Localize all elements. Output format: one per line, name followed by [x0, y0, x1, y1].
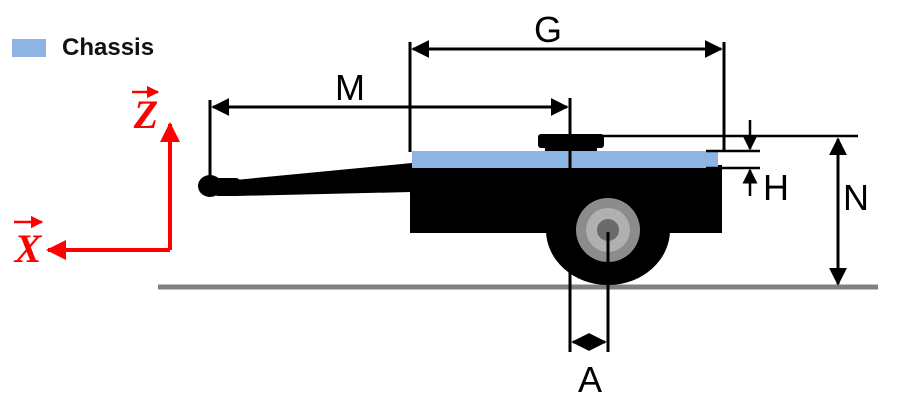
x-axis-label: X	[13, 226, 43, 271]
g-label: G	[534, 9, 562, 50]
hitch-neck	[214, 178, 240, 196]
drawbar	[235, 163, 412, 196]
z-axis-label: Z	[133, 92, 158, 137]
n-label: N	[843, 177, 869, 218]
h-label: H	[763, 167, 789, 208]
chassis-legend-label: Chassis	[62, 34, 155, 61]
chassis-highlight	[412, 151, 718, 168]
wheel-hub	[597, 219, 619, 241]
a-label: A	[578, 359, 602, 400]
chassis-legend-swatch	[12, 39, 46, 57]
m-label: M	[335, 67, 365, 108]
legend: Chassis	[12, 34, 154, 62]
